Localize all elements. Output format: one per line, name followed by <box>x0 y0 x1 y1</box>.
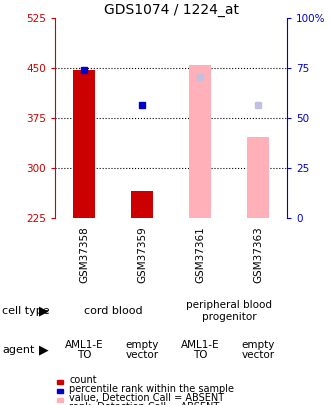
Text: ▶: ▶ <box>39 305 49 318</box>
Text: empty
vector: empty vector <box>241 340 275 360</box>
Text: percentile rank within the sample: percentile rank within the sample <box>69 384 234 394</box>
Text: GSM37358: GSM37358 <box>79 227 89 284</box>
Text: peripheral blood
progenitor: peripheral blood progenitor <box>186 300 272 322</box>
Text: value, Detection Call = ABSENT: value, Detection Call = ABSENT <box>69 393 224 403</box>
Text: ▶: ▶ <box>39 343 49 356</box>
Title: GDS1074 / 1224_at: GDS1074 / 1224_at <box>104 3 239 17</box>
Text: AML1-E
TO: AML1-E TO <box>65 340 103 360</box>
Text: GSM37363: GSM37363 <box>253 227 263 284</box>
Bar <box>189 65 211 218</box>
Text: cord blood: cord blood <box>84 306 142 316</box>
Bar <box>131 191 153 218</box>
Text: GSM37359: GSM37359 <box>137 227 147 284</box>
Text: GSM37361: GSM37361 <box>195 227 205 284</box>
Text: empty
vector: empty vector <box>125 340 159 360</box>
Bar <box>73 70 95 218</box>
Text: AML1-E
TO: AML1-E TO <box>181 340 219 360</box>
Text: rank, Detection Call = ABSENT: rank, Detection Call = ABSENT <box>69 402 219 405</box>
Text: agent: agent <box>2 345 34 355</box>
Text: cell type: cell type <box>2 306 49 316</box>
Text: count: count <box>69 375 97 385</box>
Bar <box>247 136 269 218</box>
